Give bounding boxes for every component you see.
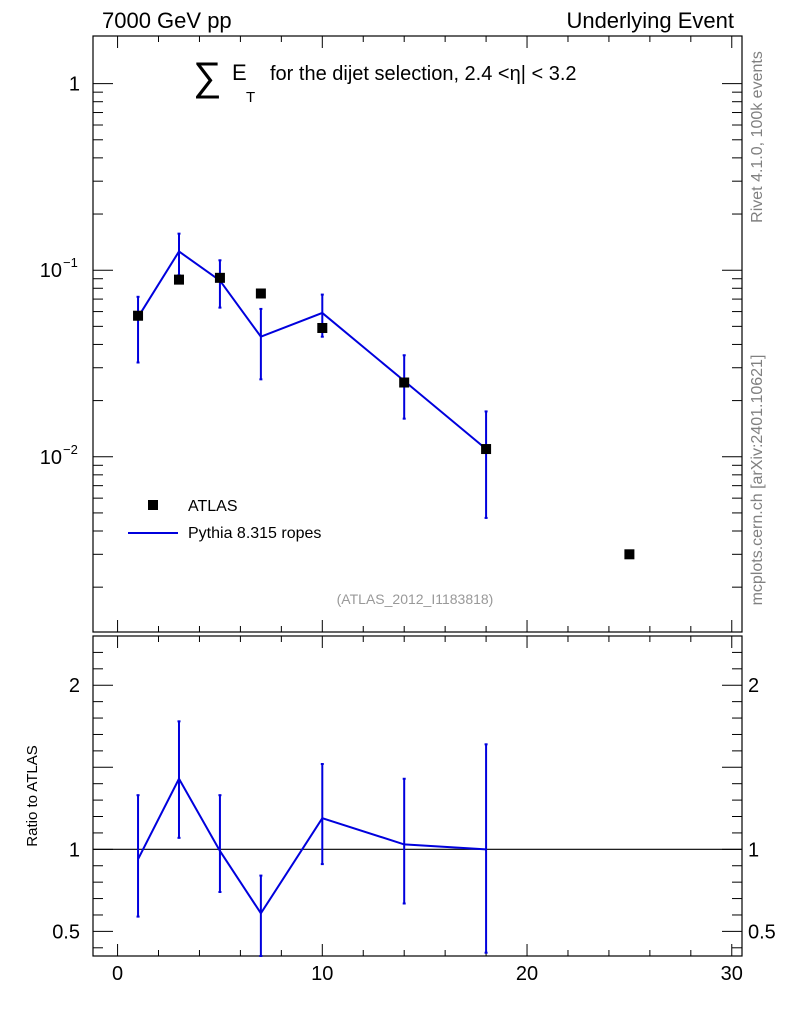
header-process-label: Underlying Event [566, 8, 734, 33]
main-panel-frame [92, 35, 743, 633]
legend: ATLAS Pythia 8.315 ropes [128, 498, 321, 542]
x-tick-label: 0 [112, 963, 123, 985]
atlas-data-point [173, 274, 184, 285]
main-axes: 110−110−2 [40, 36, 742, 632]
ratio-y-tick-label: 0.5 [52, 921, 80, 943]
x-tick-label: 20 [516, 963, 538, 985]
x-tick-label: 10 [311, 963, 333, 985]
atlas-data-point [481, 444, 492, 455]
ratio-y-tick-label-right: 0.5 [748, 921, 776, 943]
main-data-marks [133, 232, 635, 560]
main-y-tick-label: 1 [69, 74, 80, 96]
pythia-series-line [137, 250, 487, 450]
ratio-y-tick-label-right: 1 [748, 839, 759, 861]
main-title-e: E [232, 60, 247, 85]
ratio-y-axis-label: Ratio to ATLAS [24, 745, 41, 846]
atlas-data-point [399, 377, 410, 388]
main-title-t-subscript: T [246, 89, 255, 106]
atlas-data-point [317, 322, 328, 333]
ratio-y-tick-label: 1 [69, 839, 80, 861]
rivet-version-label: Rivet 4.1.0, 100k events [749, 51, 766, 223]
main-y-tick-label: 10 [40, 447, 62, 469]
atlas-data-point [255, 288, 266, 299]
analysis-tag: (ATLAS_2012_I1183818) [337, 591, 494, 607]
main-y-tick-exponent: −1 [63, 255, 78, 270]
atlas-data-point [624, 549, 635, 560]
ratio-y-tick-label-right: 2 [748, 675, 759, 697]
legend-atlas-marker [148, 500, 158, 510]
ratio-panel-frame [92, 635, 743, 957]
main-title-sum-symbol: ∑ [193, 55, 222, 99]
atlas-data-point [133, 310, 144, 321]
mcplots-reference-label: mcplots.cern.ch [arXiv:2401.10621] [749, 355, 766, 606]
atlas-data-point [214, 272, 225, 283]
legend-atlas-label: ATLAS [188, 498, 238, 515]
header-collision-label: 7000 GeV pp [102, 8, 232, 33]
main-y-tick-label: 10 [40, 260, 62, 282]
legend-pythia-label: Pythia 8.315 ropes [188, 525, 321, 542]
main-y-tick-exponent: −2 [63, 442, 78, 457]
x-tick-label: 30 [721, 963, 743, 985]
ratio-data-marks [136, 720, 488, 957]
main-title-text: for the dijet selection, 2.4 <η| < 3.2 [270, 63, 577, 85]
ratio-axes: 0 10 20 30 2 2 1 1 0.5 0.5 [52, 635, 776, 985]
ratio-pythia-line [137, 776, 487, 916]
ratio-y-tick-label: 2 [69, 675, 80, 697]
